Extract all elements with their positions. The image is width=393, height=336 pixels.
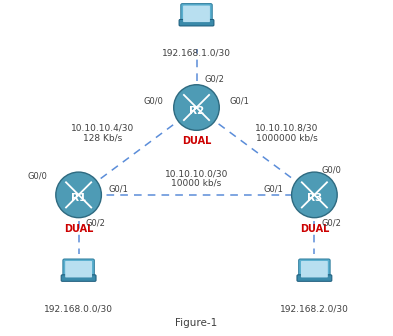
Text: Figure-1: Figure-1 <box>175 318 218 328</box>
FancyBboxPatch shape <box>297 275 332 281</box>
Text: R1: R1 <box>71 193 86 203</box>
Text: 10000 kb/s: 10000 kb/s <box>171 179 222 187</box>
FancyBboxPatch shape <box>61 275 96 281</box>
Text: R2: R2 <box>189 106 204 116</box>
Text: G0/2: G0/2 <box>86 218 106 227</box>
Text: G0/1: G0/1 <box>108 184 128 193</box>
Text: G0/2: G0/2 <box>204 74 224 83</box>
Text: G0/0: G0/0 <box>27 172 47 181</box>
Ellipse shape <box>292 172 337 218</box>
Text: 10.10.10.0/30: 10.10.10.0/30 <box>165 169 228 178</box>
Text: 192.168.2.0/30: 192.168.2.0/30 <box>280 304 349 313</box>
Ellipse shape <box>174 85 219 130</box>
FancyBboxPatch shape <box>63 259 94 280</box>
FancyBboxPatch shape <box>65 261 92 278</box>
Text: G0/0: G0/0 <box>143 97 163 106</box>
Ellipse shape <box>56 172 101 218</box>
Text: G0/1: G0/1 <box>230 97 250 106</box>
Text: G0/0: G0/0 <box>321 166 342 175</box>
Text: G0/1: G0/1 <box>263 184 283 193</box>
Text: DUAL: DUAL <box>300 224 329 234</box>
Text: G0/2: G0/2 <box>321 218 342 227</box>
Text: 192.168.1.0/30: 192.168.1.0/30 <box>162 49 231 58</box>
Text: 192.168.0.0/30: 192.168.0.0/30 <box>44 304 113 313</box>
Text: 10.10.10.4/30: 10.10.10.4/30 <box>71 124 134 133</box>
Text: R3: R3 <box>307 193 322 203</box>
Text: 10.10.10.8/30: 10.10.10.8/30 <box>255 124 319 133</box>
FancyBboxPatch shape <box>299 259 330 280</box>
FancyBboxPatch shape <box>183 6 210 22</box>
Text: 1000000 kb/s: 1000000 kb/s <box>256 133 318 142</box>
Text: DUAL: DUAL <box>182 136 211 146</box>
FancyBboxPatch shape <box>301 261 328 278</box>
FancyBboxPatch shape <box>181 4 212 24</box>
Text: 128 Kb/s: 128 Kb/s <box>83 133 122 142</box>
Text: DUAL: DUAL <box>64 224 93 234</box>
FancyBboxPatch shape <box>179 19 214 26</box>
